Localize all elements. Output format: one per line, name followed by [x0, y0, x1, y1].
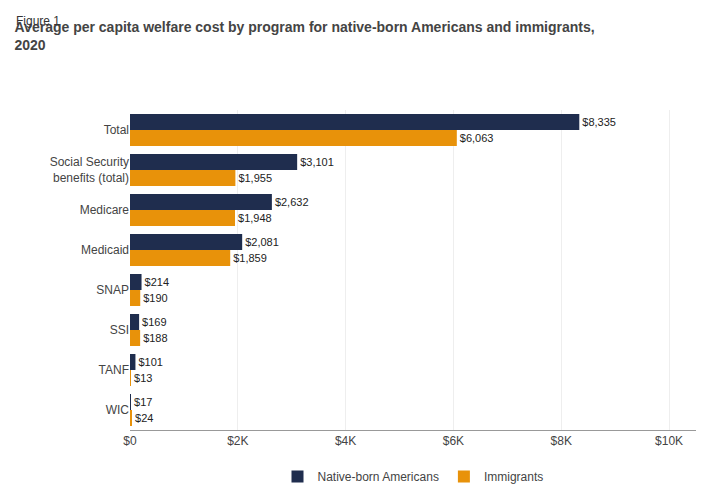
svg-text:$8K: $8K — [551, 434, 572, 448]
svg-text:SSI: SSI — [110, 323, 129, 337]
svg-text:$2,632: $2,632 — [275, 196, 309, 208]
svg-text:$101: $101 — [138, 356, 162, 368]
svg-text:$4K: $4K — [335, 434, 356, 448]
svg-text:$13: $13 — [134, 372, 152, 384]
svg-text:TANF: TANF — [99, 363, 129, 377]
svg-text:$214: $214 — [145, 276, 169, 288]
svg-text:$17: $17 — [134, 396, 152, 408]
svg-text:$169: $169 — [142, 316, 166, 328]
svg-text:$2K: $2K — [227, 434, 248, 448]
svg-text:$1,948: $1,948 — [238, 212, 272, 224]
svg-text:Average per capita welfare cos: Average per capita welfare cost by progr… — [15, 19, 595, 53]
svg-text:$0: $0 — [123, 434, 137, 448]
svg-text:Native-born Americans: Native-born Americans — [318, 470, 439, 484]
svg-text:$3,101: $3,101 — [300, 156, 334, 168]
svg-text:$188: $188 — [143, 332, 167, 344]
svg-text:Medicaid: Medicaid — [81, 243, 129, 257]
svg-text:Figure 1: Figure 1 — [16, 14, 60, 28]
svg-text:Immigrants: Immigrants — [484, 470, 543, 484]
svg-text:$2,081: $2,081 — [245, 236, 279, 248]
svg-text:Total: Total — [104, 123, 129, 137]
svg-text:$1,955: $1,955 — [238, 172, 272, 184]
svg-text:SNAP: SNAP — [96, 283, 129, 297]
svg-text:$24: $24 — [135, 412, 153, 424]
svg-text:$8,335: $8,335 — [582, 116, 616, 128]
svg-text:$6K: $6K — [443, 434, 464, 448]
svg-text:Social Securitybenefits (total: Social Securitybenefits (total) — [50, 155, 129, 185]
svg-text:$10K: $10K — [655, 434, 683, 448]
svg-text:WIC: WIC — [106, 403, 130, 417]
svg-text:Medicare: Medicare — [80, 203, 130, 217]
svg-text:$1,859: $1,859 — [233, 252, 267, 264]
svg-text:$6,063: $6,063 — [460, 132, 494, 144]
svg-text:$190: $190 — [143, 292, 167, 304]
